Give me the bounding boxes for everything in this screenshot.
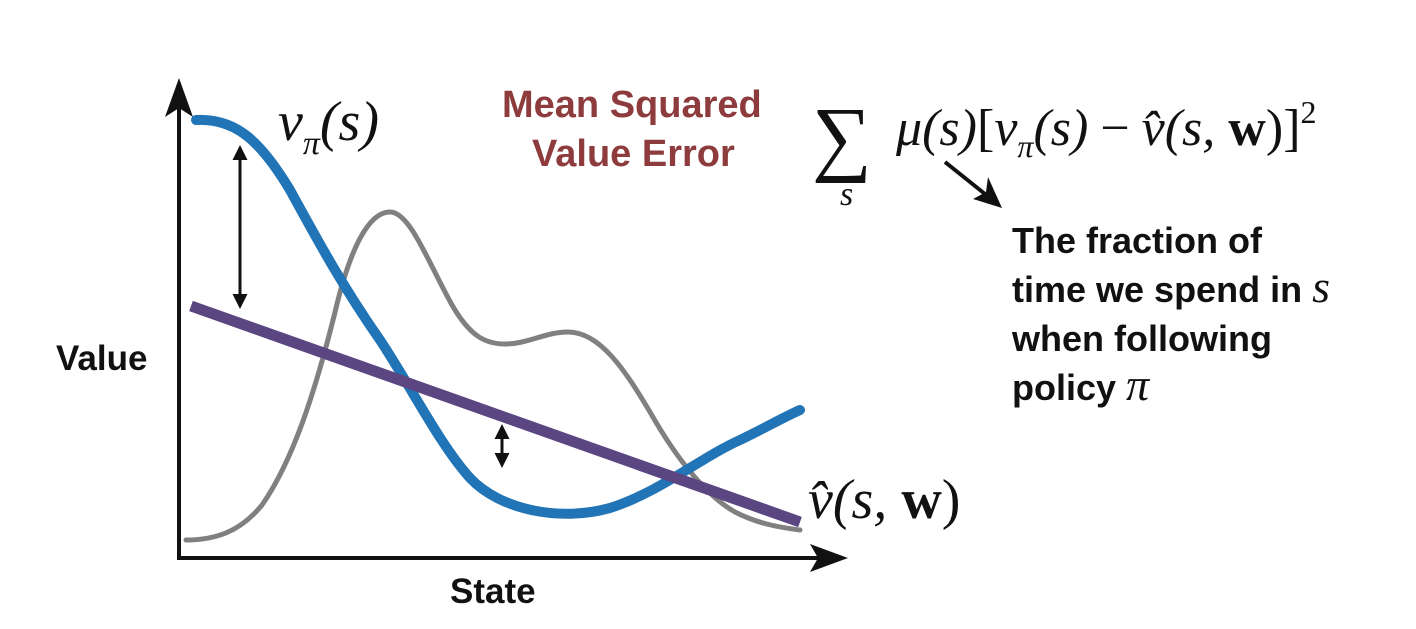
y-axis-arrowhead bbox=[165, 78, 193, 117]
pointer-arrowhead bbox=[973, 177, 1002, 208]
approx-value-label: v̂(s, w) bbox=[808, 469, 960, 531]
pointer-arrow bbox=[943, 160, 992, 200]
sigma-subscript: s bbox=[840, 176, 853, 213]
annotation-line-2: time we spend in s bbox=[1012, 261, 1330, 312]
sigma-symbol: ∑ bbox=[812, 91, 872, 184]
title-line-1: Mean Squared bbox=[502, 84, 762, 126]
x-axis-arrowhead bbox=[810, 544, 848, 572]
state-distribution-curve bbox=[183, 209, 803, 543]
true-value-label: vπ(s) bbox=[278, 91, 379, 162]
annotation-line-3: when following bbox=[1011, 318, 1272, 359]
title-line-2: Value Error bbox=[532, 133, 735, 175]
mu-annotation: The fraction of time we spend in s when … bbox=[1011, 220, 1330, 410]
mean-squared-value-error-formula: ∑ s μ(s)[vπ(s) − v̂(s, w)]2 bbox=[812, 91, 1317, 213]
approx-value-line bbox=[189, 300, 802, 528]
true-value-curve bbox=[191, 114, 805, 519]
y-axis-label: Value bbox=[56, 339, 147, 378]
annotation-line-1: The fraction of bbox=[1012, 220, 1263, 261]
formula-body: μ(s)[vπ(s) − v̂(s, w)]2 bbox=[895, 94, 1317, 164]
x-axis-label: State bbox=[450, 572, 536, 611]
annotation-line-4: policy π bbox=[1012, 359, 1151, 410]
